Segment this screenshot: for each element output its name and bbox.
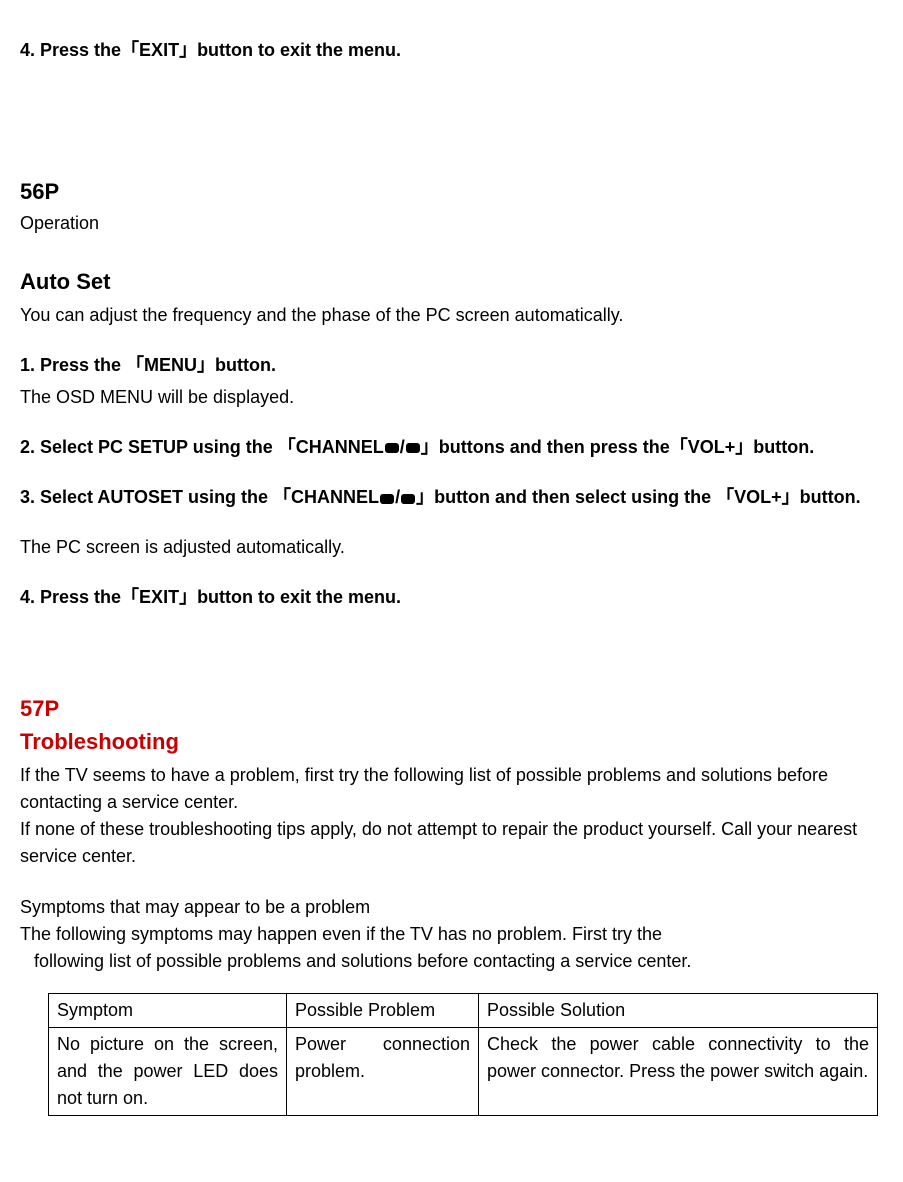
auto-set-step2: 2. Select PC SETUP using the 「CHANNEL / 」b… bbox=[20, 433, 883, 462]
table-cell-solution: Check the power cable connectivity to th… bbox=[479, 1027, 878, 1115]
table-header-problem: Possible Problem bbox=[287, 993, 479, 1027]
auto-set-intro: You can adjust the frequency and the pha… bbox=[20, 302, 883, 329]
remote-icon bbox=[401, 494, 415, 504]
page-56-num: 56P bbox=[20, 175, 883, 208]
troubleshooting-title: Trobleshooting bbox=[20, 725, 883, 758]
step3-text-a: 3. Select AUTOSET using the 「CHANNEL bbox=[20, 487, 379, 507]
symptoms-body-line1: The following symptoms may happen even i… bbox=[20, 921, 883, 948]
table-row: No picture on the screen, and the power … bbox=[49, 1027, 878, 1115]
step3-text-b: / bbox=[395, 487, 400, 507]
auto-set-step3-sub: The PC screen is adjusted automatically. bbox=[20, 534, 883, 561]
step2-text-b: / bbox=[400, 437, 405, 457]
remote-icon bbox=[380, 494, 394, 504]
remote-icon bbox=[406, 443, 420, 453]
page-56-sub: Operation bbox=[20, 210, 883, 237]
auto-set-step3: 3. Select AUTOSET using the 「CHANNEL / 」bu… bbox=[20, 483, 883, 512]
auto-set-step1: 1. Press the 「MENU」button. bbox=[20, 351, 883, 380]
remote-icon bbox=[385, 443, 399, 453]
step2-text-a: 2. Select PC SETUP using the 「CHANNEL bbox=[20, 437, 384, 457]
table-header-solution: Possible Solution bbox=[479, 993, 878, 1027]
table-header-row: Symptom Possible Problem Possible Soluti… bbox=[49, 993, 878, 1027]
top-step4: 4. Press the「EXIT」button to exit the men… bbox=[20, 36, 883, 65]
symptoms-body-line2: following list of possible problems and … bbox=[20, 948, 883, 975]
troubleshooting-table: Symptom Possible Problem Possible Soluti… bbox=[48, 993, 878, 1116]
troubleshooting-intro1: If the TV seems to have a problem, first… bbox=[20, 762, 883, 816]
page-57-num: 57P bbox=[20, 692, 883, 725]
symptoms-heading: Symptoms that may appear to be a problem bbox=[20, 894, 883, 921]
step3-text-c: 」button and then select using the 「VOL+」… bbox=[416, 487, 861, 507]
troubleshooting-intro2: If none of these troubleshooting tips ap… bbox=[20, 816, 883, 870]
table-cell-problem: Power connection problem. bbox=[287, 1027, 479, 1115]
auto-set-step4: 4. Press the「EXIT」button to exit the men… bbox=[20, 583, 883, 612]
table-cell-symptom: No picture on the screen, and the power … bbox=[49, 1027, 287, 1115]
table-header-symptom: Symptom bbox=[49, 993, 287, 1027]
step2-text-c: 」buttons and then press the「VOL+」button. bbox=[421, 437, 815, 457]
auto-set-title: Auto Set bbox=[20, 265, 883, 298]
auto-set-step1-sub: The OSD MENU will be displayed. bbox=[20, 384, 883, 411]
